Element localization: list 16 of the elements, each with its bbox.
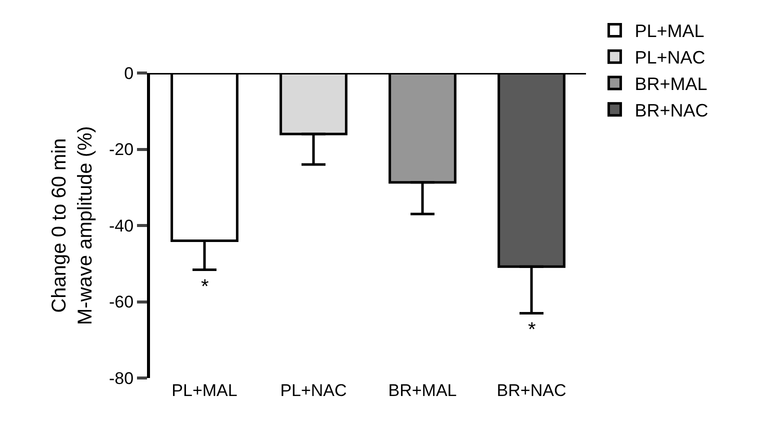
legend-label: BR+NAC — [634, 100, 708, 120]
annotation: * — [201, 276, 209, 298]
legend-label: BR+MAL — [634, 74, 708, 94]
x-tick-label: PL+MAL — [172, 381, 238, 400]
x-tick-label: BR+MAL — [388, 381, 457, 400]
legend-label: PL+NAC — [634, 48, 706, 68]
y-tick-label: -60 — [109, 292, 134, 312]
legend-label: PL+MAL — [634, 21, 704, 42]
y-tick-label: -40 — [109, 216, 134, 236]
y-tick-label: -80 — [109, 368, 134, 388]
y-tick-label: 0 — [124, 64, 134, 83]
annotation: * — [528, 319, 536, 341]
x-tick-label: PL+NAC — [280, 381, 347, 400]
x-tick-label: BR+NAC — [496, 381, 566, 400]
y-axis-title: Change 0 to 60 min M-wave amplitude (%) — [48, 126, 97, 325]
y-tick-label: -20 — [109, 140, 134, 160]
